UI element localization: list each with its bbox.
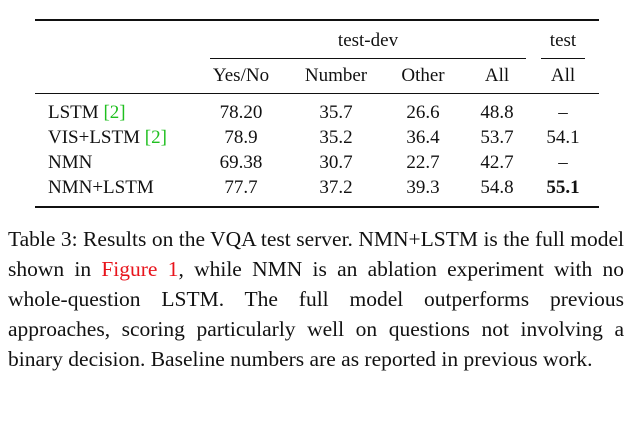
figure-link[interactable]: Figure 1 [101, 257, 179, 281]
table-cell: 55.1 [546, 177, 580, 198]
row-label: NMN+LSTM [48, 177, 154, 199]
table-cell: 36.4 [406, 127, 440, 148]
table-cell: 37.2 [319, 177, 353, 198]
citation[interactable]: [2] [103, 102, 126, 123]
group-header: test [549, 30, 577, 51]
table-cell: – [558, 152, 568, 173]
group-rule [541, 58, 585, 59]
table-cell: 77.7 [224, 177, 258, 198]
table-cell: 35.7 [319, 102, 353, 123]
table-cell: 54.8 [480, 177, 514, 198]
column-header: Number [304, 65, 368, 86]
table-cell: 78.20 [219, 102, 263, 123]
group-rule [210, 58, 526, 59]
table-cell: 39.3 [406, 177, 440, 198]
top-rule [35, 19, 599, 21]
table-cell: 78.9 [224, 127, 258, 148]
column-header: Yes/No [212, 65, 270, 86]
model-name: NMN+LSTM [48, 177, 154, 198]
column-header: All [550, 65, 576, 86]
table-cell: 26.6 [406, 102, 440, 123]
table-cell: 22.7 [406, 152, 440, 173]
table-cell: 42.7 [480, 152, 514, 173]
caption-text: , while NMN is an ablation experiment wi… [8, 257, 624, 371]
row-label: NMN [48, 152, 92, 174]
row-label: LSTM [2] [48, 102, 126, 124]
table-cell: 54.1 [546, 127, 580, 148]
table-cell: 53.7 [480, 127, 514, 148]
bottom-rule [35, 206, 599, 208]
column-header: Other [401, 65, 445, 86]
table-cell: – [558, 102, 568, 123]
table-cell: 69.38 [219, 152, 263, 173]
group-header: test-dev [337, 30, 399, 51]
table-cell: 48.8 [480, 102, 514, 123]
model-name: NMN [48, 152, 93, 173]
caption-text: Table 3: Results on the VQA test server.… [8, 227, 624, 281]
table-cell: 35.2 [319, 127, 353, 148]
table-cell: 30.7 [319, 152, 353, 173]
row-label: VIS+LSTM [2] [48, 127, 167, 149]
caption: Table 3: Results on the VQA test server.… [8, 224, 624, 374]
model-name: LSTM [48, 102, 99, 123]
citation[interactable]: [2] [144, 127, 167, 148]
model-name: VIS+LSTM [48, 127, 141, 148]
column-header: All [484, 65, 510, 86]
mid-rule [35, 93, 599, 94]
